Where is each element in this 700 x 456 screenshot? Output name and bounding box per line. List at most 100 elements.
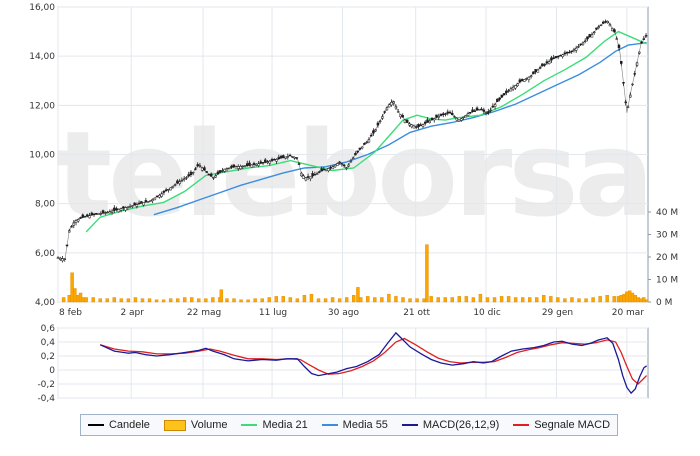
macd-y-tick-label: 0,6 [41,324,56,334]
volume-bar [492,297,497,303]
volume-bar [605,295,609,303]
volume-bar [642,297,646,303]
volume-bar [168,298,173,303]
volume-bar [591,297,595,303]
legend-swatch-box [163,419,186,431]
x-tick-label: 30 ago [328,308,360,318]
volume-bar [443,297,447,303]
volume-bar [513,297,518,303]
macd-panel: 0,6 0,4 0,2 0 -0,2 -0,4 [37,324,649,404]
volume-bar [91,297,95,303]
x-tick-label: 10 dic [473,308,501,318]
macd-y-tick-label: -0,2 [37,380,55,390]
volume-bar [627,290,632,303]
volume-bar [612,296,616,303]
legend-item: Media 21 [241,419,308,431]
volume-bar [197,298,201,303]
y-tick-label: 8,00 [35,200,55,210]
volume-bar [309,293,314,303]
volume-bar [281,296,285,303]
volume-bar [619,295,623,303]
volume-bar [126,298,131,303]
volume-bar [636,297,640,303]
legend-swatch-line [321,424,338,426]
volume-bar [98,298,102,303]
x-tick-label: 29 gen [542,308,573,318]
volume-bar [105,298,109,303]
volume-bar [76,295,80,303]
volume-bar [408,298,412,303]
legend-label: Candele [108,419,150,431]
volume-bar [253,298,257,303]
y-tick-label: 6,00 [35,249,55,259]
legend-label: Volume [190,419,228,431]
legend-item: Segnale MACD [513,419,610,431]
macd-y-tick-label: 0,2 [41,352,55,362]
volume-bar [190,297,194,303]
volume-bar [323,298,328,303]
y-tick-label: 4,00 [35,298,55,308]
volume-bar [288,297,293,303]
x-tick-label: 22 mag [187,308,221,318]
volume-bar [584,298,588,303]
volume-bar [112,297,117,303]
volume-bar [563,298,567,303]
volume-bar [352,295,356,303]
volume-bar [464,296,469,303]
y2-tick-label: 30 M [656,231,678,241]
volume-bar [401,297,405,303]
candle-body [239,165,242,170]
volume-bar [577,298,581,303]
volume-bar [274,296,278,303]
volume-bar [422,298,426,303]
volume-bar [598,296,602,303]
watermark: teleborsa [56,105,651,243]
macd-plot-area [57,327,649,399]
volume-bar [625,291,629,303]
macd-line [99,331,647,395]
volume-bar [542,295,546,303]
volume-bar [356,287,360,303]
legend-label: Media 55 [342,419,388,431]
volume-bar [387,293,391,303]
volume-bar [616,296,621,303]
macd-y-tick-label: 0,4 [41,338,56,348]
x-tick-label: 8 feb [59,308,82,318]
volume-bar [528,297,532,303]
main-panel: teleborsa 16,00 14,00 12,00 10,00 8,00 6,00 4,0… [29,3,678,318]
volume-bar [556,297,560,303]
legend: Candele Volume Media 21 Media 55 MACD(26,12,… [80,414,618,436]
volume-bar [175,298,180,303]
volume-bar [211,297,215,303]
volume-bar [485,297,490,303]
volume-bar [232,298,236,303]
volume-bar [644,299,649,303]
y-tick-label: 10,00 [29,151,55,161]
volume-bar [380,297,384,303]
candele-line [57,20,647,260]
y-tick-label: 16,00 [29,3,55,13]
volume-bar [61,297,66,303]
y2-tick-label: 20 M [656,253,678,263]
volume-bar [415,298,419,303]
legend-item: Candele [87,419,150,431]
y2-tick-label: 10 M [656,276,678,286]
y-tick-label: 14,00 [29,52,55,62]
volume-bar [639,298,643,303]
volume-bar [225,298,229,303]
volume-bar [499,296,504,303]
volume-bar [140,298,145,303]
media-21-line [85,30,647,233]
volume-bar [119,298,124,303]
media-55-line [153,41,647,216]
volume-bar [520,297,525,303]
macd-y-tick-label: 0 [49,366,55,376]
volume-bar [147,298,152,303]
volume-bar [425,244,429,303]
volume-bar [81,297,86,303]
x-tick-label: 21 ott [403,308,430,318]
legend-item: Media 55 [321,419,388,431]
volume-bar [267,297,271,303]
volume-bar [239,299,243,303]
